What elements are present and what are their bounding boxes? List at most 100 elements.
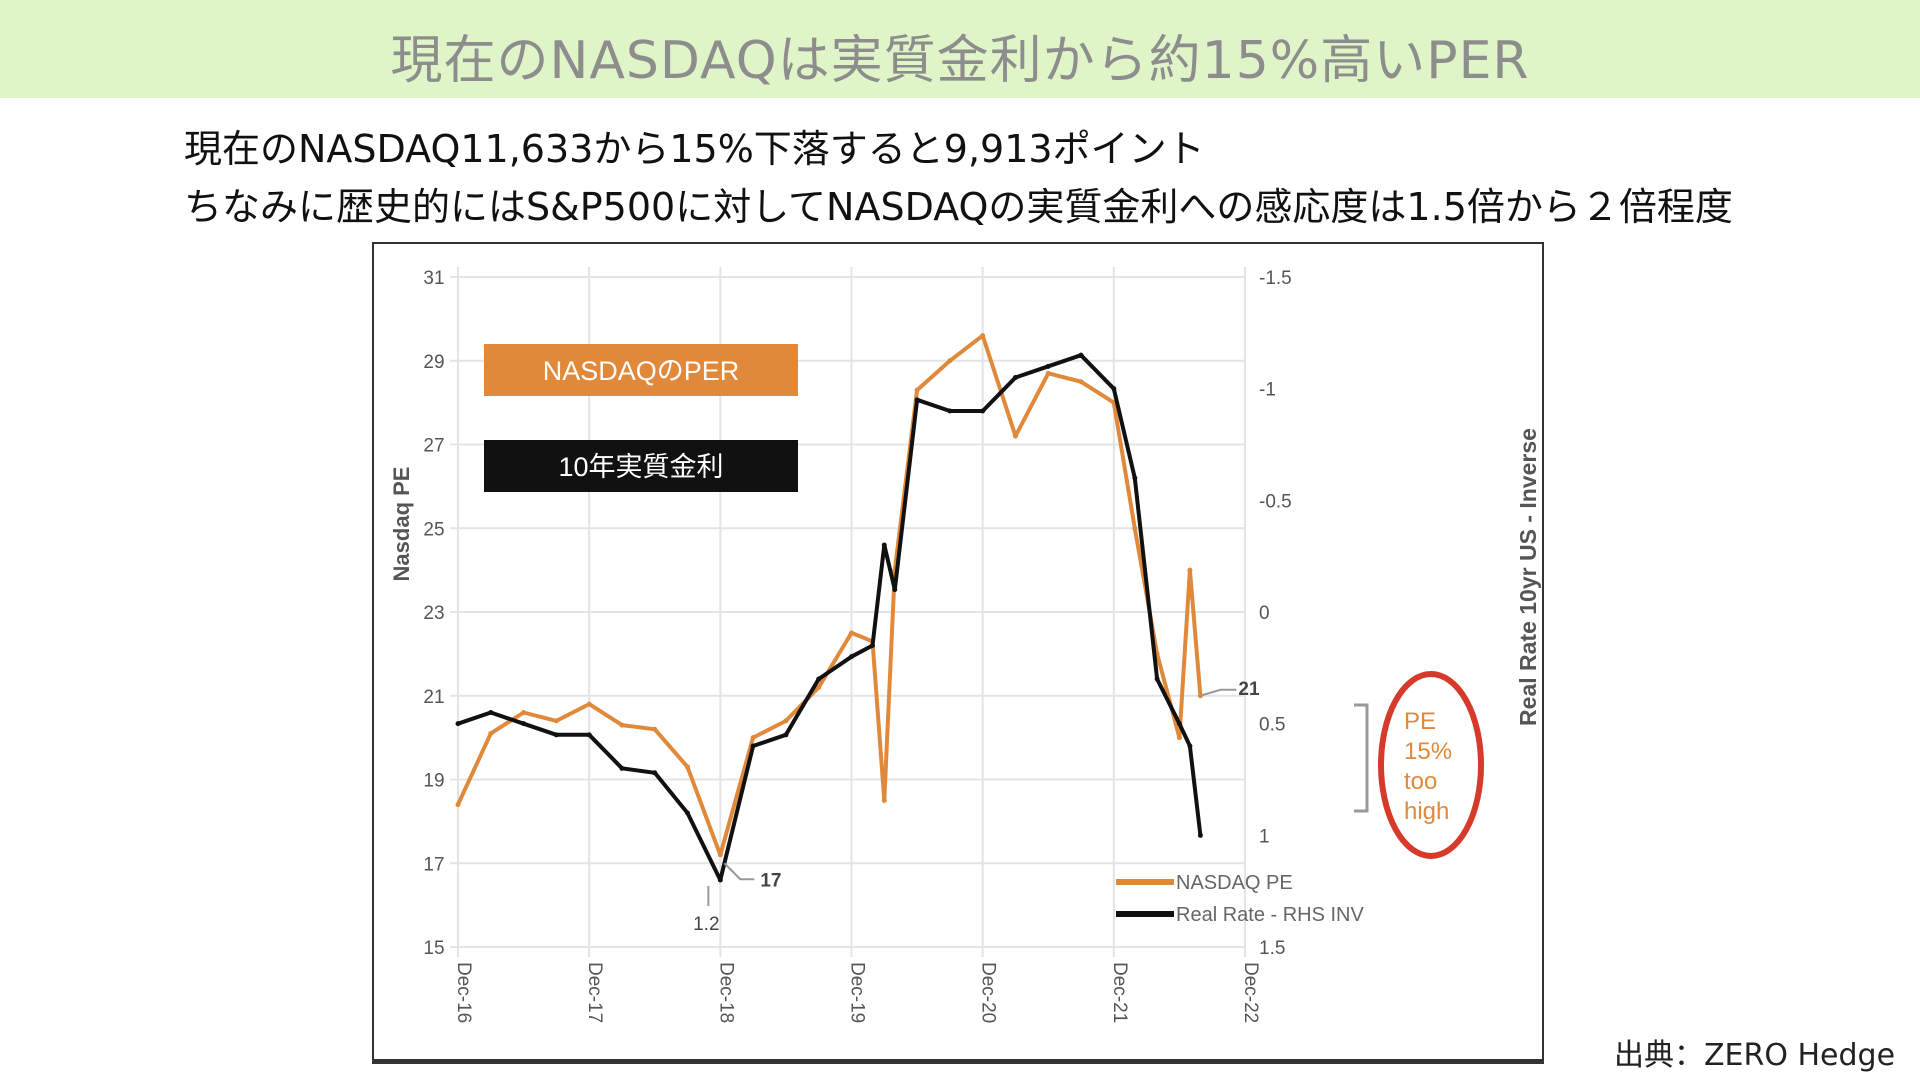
real-rate-line-point (652, 770, 658, 776)
real-rate-line (456, 353, 1203, 882)
nasdaq-pe-line-point (1176, 735, 1182, 741)
rate-label-box (484, 440, 798, 492)
left-tick-label: 21 (423, 687, 444, 708)
callout-high: high (1404, 798, 1449, 825)
real-rate-line-point (947, 408, 953, 414)
annotation-label: 21 (1238, 679, 1260, 700)
source-note: 出典：ZERO Hedge (1614, 1038, 1896, 1073)
annotation-label: 1.2 (693, 914, 719, 935)
right-tick-label: -1.5 (1259, 268, 1292, 289)
left-tick-label: 29 (423, 352, 444, 373)
real-rate-line-point (849, 654, 854, 660)
subtitle-line-1: 現在のNASDAQ11,633から15%下落すると9,913ポイント (184, 127, 1205, 171)
real-rate-line-point (455, 721, 461, 727)
nasdaq-pe-line-point (881, 797, 887, 803)
real-rate-line-point (586, 732, 592, 738)
real-rate-line-point (685, 810, 691, 816)
left-tick-label: 15 (423, 938, 444, 959)
real-rate-line-point (750, 743, 756, 749)
too-high-circle (1378, 671, 1484, 859)
pe-series-group (455, 333, 1203, 858)
nasdaq-pe-line-point (586, 701, 592, 707)
rate-series-group (455, 352, 1203, 883)
real-rate-line-point (783, 732, 789, 738)
real-rate-line-point (869, 643, 875, 648)
rate-label-text: 10年実質金利 (558, 452, 723, 482)
real-rate-line-point (521, 721, 527, 727)
callout-pct: 15% (1404, 738, 1452, 765)
nasdaq-pe-line-point (652, 726, 658, 732)
x-axis-ticks: Dec-16 Dec-17 Dec-18 Dec-19 Dec-20 Dec-21 Dec-… (453, 962, 1261, 1023)
right-tick-label: 1 (1259, 826, 1270, 847)
subtitle-line-2: ちなみに歴史的にはS&P500に対してNASDAQの実質金利への感応度は1.5倍… (184, 185, 1733, 229)
pe-label-text: NASDAQのPER (543, 356, 740, 386)
real-rate-line-point (1154, 676, 1160, 682)
legend-rate-label: Real Rate - RHS INV (1176, 904, 1364, 926)
x-tick-label: Dec-20 (978, 962, 999, 1023)
real-rate-line-point (553, 732, 559, 738)
left-tick-label: 19 (423, 771, 444, 792)
real-rate-line-point (881, 542, 887, 548)
right-axis-ticks: -1.5 -1 -0.5 0 0.5 1 1.5 (1259, 268, 1292, 959)
left-tick-label: 23 (423, 603, 444, 624)
nasdaq-pe-line-point (783, 718, 789, 724)
real-rate-line-point (892, 587, 898, 593)
real-rate-line-point (816, 676, 822, 682)
legend-pe-label: NASDAQ PE (1176, 872, 1293, 894)
x-tick-label: Dec-18 (715, 962, 736, 1023)
nasdaq-pe-line-point (619, 722, 625, 728)
real-rate-line-point (619, 765, 625, 771)
callout-too: too (1404, 768, 1437, 795)
real-rate-line-point (1012, 375, 1018, 380)
real-rate-line-point (488, 710, 494, 715)
right-tick-label: -1 (1259, 380, 1276, 401)
left-tick-label: 25 (423, 519, 444, 540)
callout-pe: PE (1404, 708, 1436, 735)
annotations: 17 1.2 21 (693, 679, 1260, 935)
real-rate-line-point (1187, 743, 1193, 749)
left-axis-ticks: 15 17 19 21 23 25 27 29 31 (423, 268, 444, 959)
left-tick-label: 31 (423, 268, 444, 289)
left-tick-label: 27 (423, 436, 444, 457)
real-rate-line-point (914, 397, 920, 403)
gap-bracket (1354, 703, 1369, 813)
real-rate-line-point (1176, 721, 1182, 727)
nasdaq-pe-line-point (980, 333, 986, 339)
right-tick-label: -0.5 (1259, 491, 1292, 512)
pe-label-box (484, 344, 798, 396)
real-rate-line-point (1045, 363, 1051, 369)
annotation-leader (723, 862, 755, 881)
right-tick-label: 0.5 (1259, 715, 1285, 736)
real-rate-line-point (1078, 352, 1084, 358)
nasdaq-pe-line-point (455, 802, 461, 808)
real-rate-line-point (717, 877, 723, 883)
nasdaq-pe-line-point (849, 630, 854, 636)
nasdaq-pe-line-point (1045, 370, 1051, 376)
right-axis-label: Real Rate 10yr US - Inverse (1515, 428, 1541, 726)
x-tick-label: Dec-16 (453, 962, 474, 1023)
left-axis-label: Nasdaq PE (389, 467, 414, 582)
x-tick-label: Dec-17 (584, 962, 605, 1023)
nasdaq-pe-line (456, 333, 1203, 857)
real-rate-line-point (1132, 475, 1138, 481)
right-tick-label: 0 (1259, 603, 1270, 624)
nasdaq-pe-line-point (914, 387, 920, 393)
real-rate-line-point (1197, 832, 1203, 838)
nasdaq-pe-line-point (816, 684, 822, 690)
annotation-leader (1200, 688, 1237, 697)
x-tick-label: Dec-21 (1109, 962, 1130, 1023)
title-banner (0, 0, 1920, 98)
nasdaq-pe-line-point (488, 730, 494, 736)
annotation-label: 17 (760, 870, 781, 891)
real-rate-line-point (980, 408, 986, 414)
chart-frame: 15 17 19 21 23 25 27 29 31 -1.5 -1 -0.5 0 0.5 1 1.5 De… (372, 242, 1544, 1064)
nasdaq-pe-line-point (1132, 525, 1138, 531)
nasdaq-pe-line-point (553, 718, 559, 724)
nasdaq-pe-line-point (1078, 379, 1084, 385)
right-tick-label: 1.5 (1259, 938, 1285, 959)
nasdaq-pe-line-point (717, 852, 723, 858)
left-tick-label: 17 (423, 854, 444, 875)
x-tick-label: Dec-19 (847, 962, 868, 1023)
real-rate-line-point (1111, 386, 1117, 392)
nasdaq-pe-line-point (1187, 567, 1193, 573)
